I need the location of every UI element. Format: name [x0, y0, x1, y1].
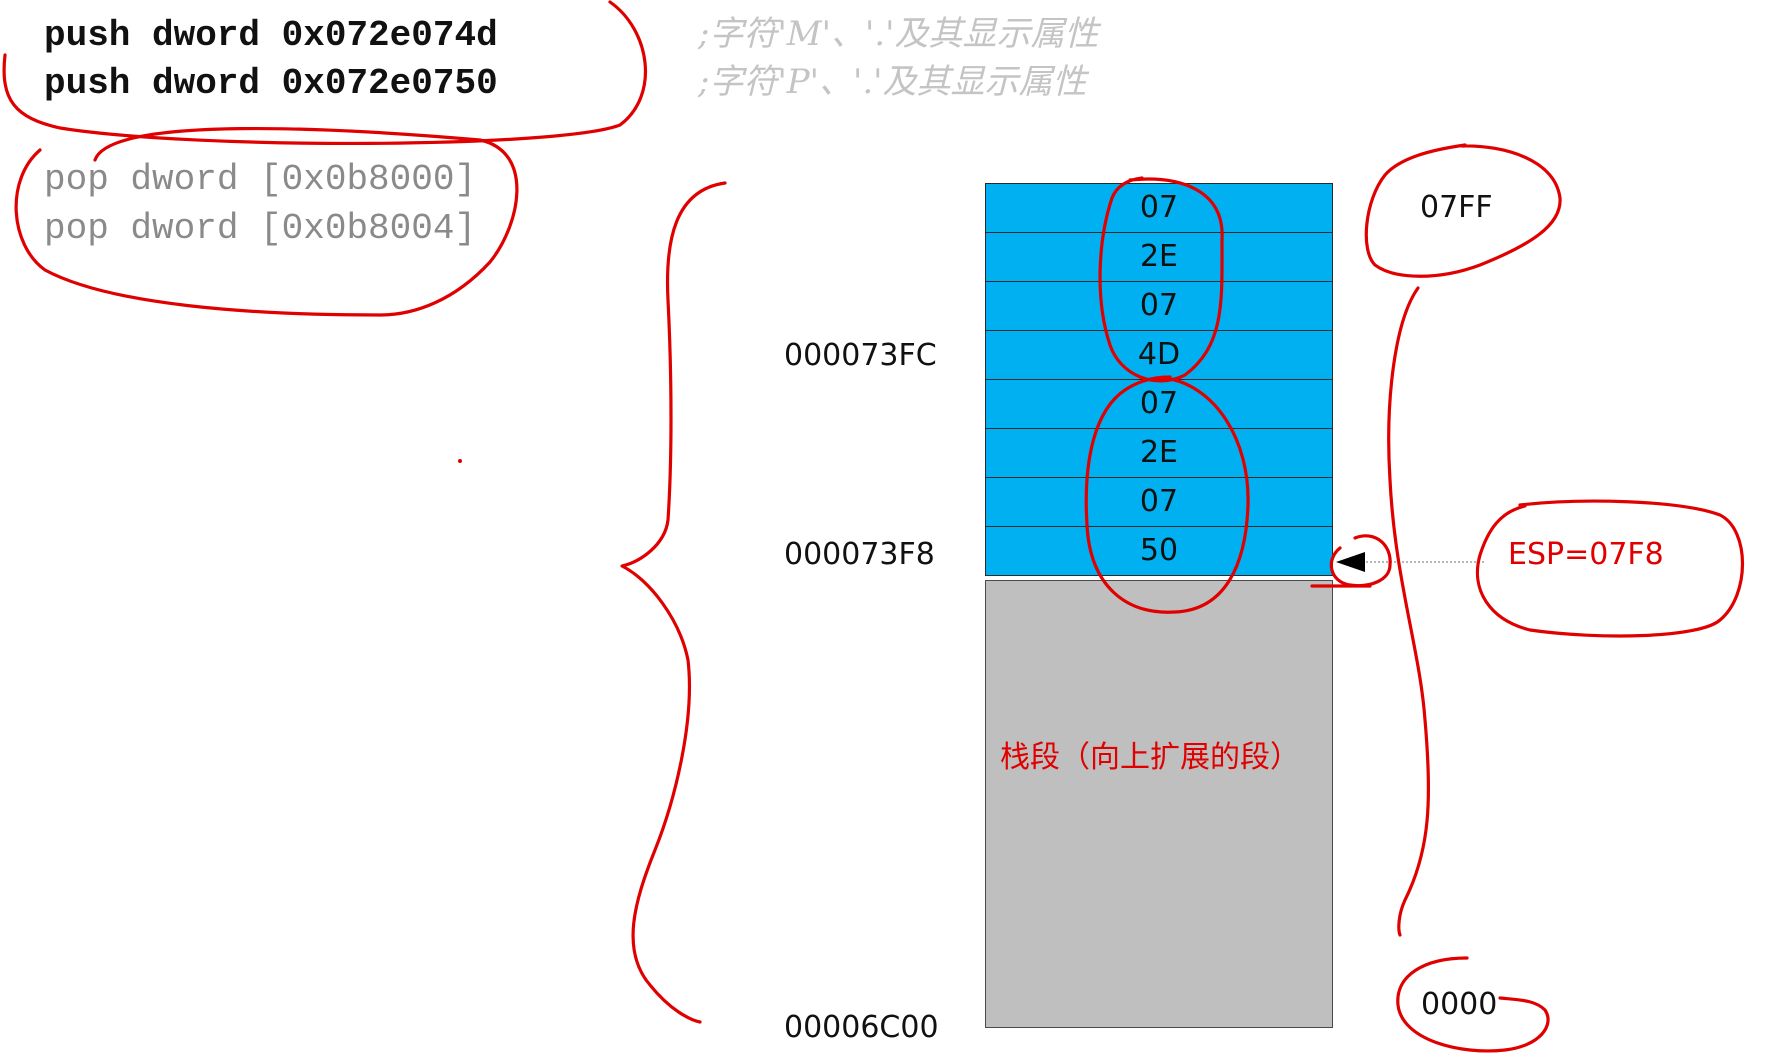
stack-segment-area	[985, 580, 1333, 1028]
address-lower: 000073F8	[784, 537, 935, 572]
esp-circle	[1475, 499, 1745, 638]
stack-byte: 07	[985, 183, 1333, 233]
pop-lines-ellipse	[14, 126, 519, 317]
address-base: 00006C00	[784, 1010, 939, 1045]
stack-byte: 07	[985, 478, 1333, 527]
comment-line-1: ;字符'M'、'.'及其显示属性	[698, 14, 1099, 54]
stack-byte: 07	[985, 380, 1333, 429]
stack-byte: 2E	[985, 233, 1333, 282]
offset-bottom-circle	[1396, 956, 1550, 1053]
stack-byte: 07	[985, 282, 1333, 331]
stack-cells: 07 2E 07 4D 07 2E 07 50	[985, 183, 1333, 576]
pop-line-2: pop dword [0x0b8004]	[44, 208, 477, 249]
bytes-4d-ellipse	[1098, 176, 1224, 383]
esp-label: ESP=07F8	[1508, 537, 1664, 572]
esp-pointer-icon	[1336, 552, 1365, 572]
offset-bottom: 0000	[1421, 987, 1498, 1022]
push-line-2: push dword 0x072e0750	[44, 63, 498, 104]
bytes-50-ellipse	[1084, 375, 1250, 614]
offset-top: 07FF	[1420, 190, 1493, 225]
push-lines-ellipse	[2, 0, 647, 146]
push-line-1: push dword 0x072e074d	[44, 15, 498, 56]
address-upper: 000073FC	[784, 338, 937, 373]
stack-byte: 2E	[985, 429, 1333, 478]
stray-dot	[458, 459, 462, 463]
comment-line-2: ;字符'P'、'.'及其显示属性	[698, 62, 1087, 102]
esp-pointer-circle	[1329, 534, 1392, 588]
pop-line-1: pop dword [0x0b8000]	[44, 159, 477, 200]
offset-top-circle	[1364, 143, 1562, 278]
stack-byte: 50	[985, 527, 1333, 576]
offset-range-line	[1387, 286, 1431, 937]
stack-byte: 4D	[985, 331, 1333, 380]
stack-segment-label: 栈段（向上扩展的段）	[1000, 740, 1300, 775]
stack-range-brace	[620, 181, 727, 1024]
